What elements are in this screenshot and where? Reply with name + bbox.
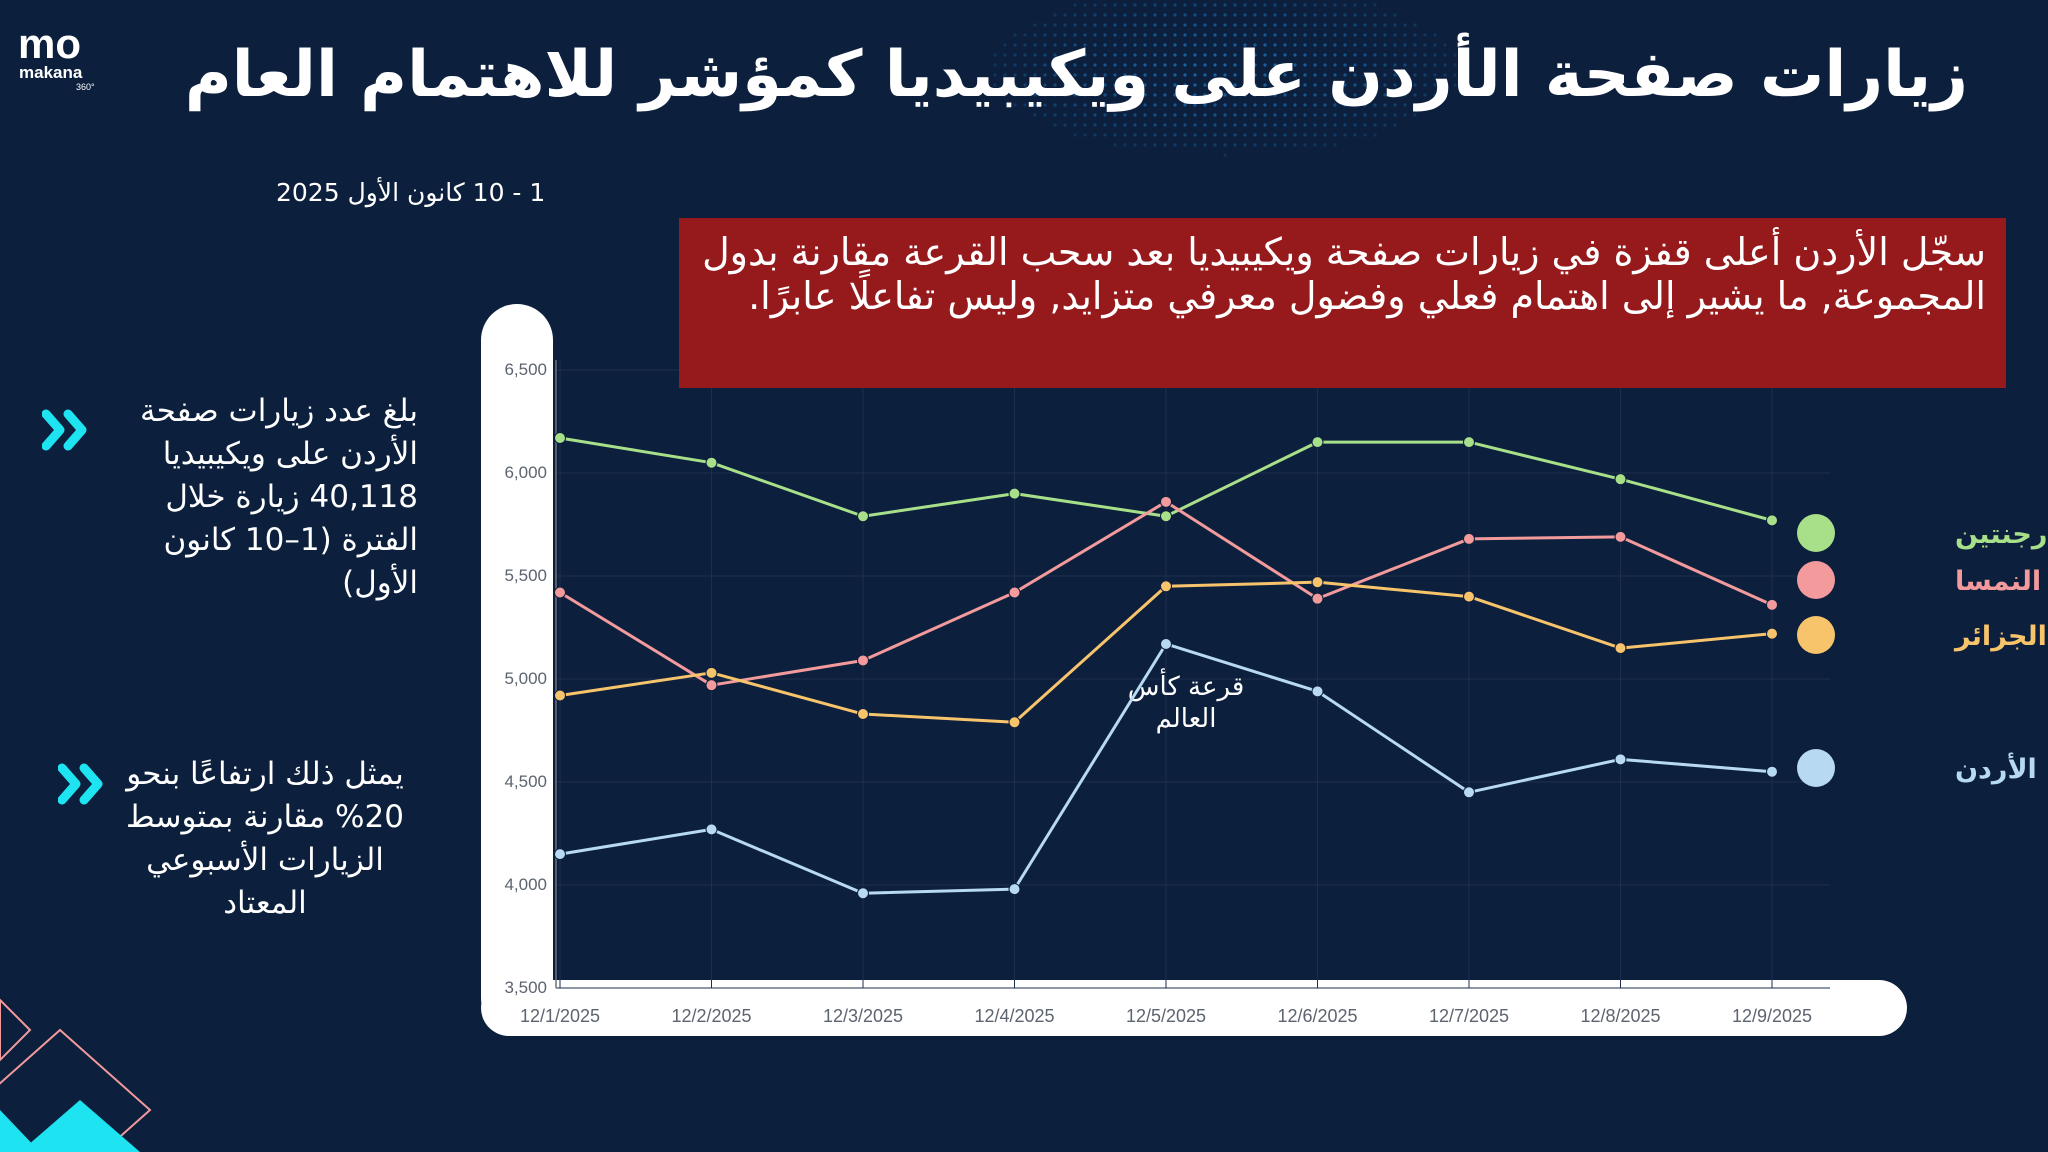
logo-mark-text: mo <box>18 20 81 67</box>
y-tick-label: 6,000 <box>504 463 547 482</box>
data-point <box>1160 637 1172 650</box>
page-title: زيارات صفحة الأردن على ويكيبيديا كمؤشر ل… <box>184 38 1969 112</box>
x-tick-label: 12/4/2025 <box>974 1006 1054 1026</box>
data-point <box>705 666 718 679</box>
data-point <box>554 586 566 599</box>
data-point <box>1311 685 1324 698</box>
data-point <box>1311 576 1324 589</box>
y-axis-panel <box>481 304 553 1034</box>
x-axis-panel <box>481 980 1907 1036</box>
x-tick-label: 12/7/2025 <box>1429 1006 1509 1026</box>
data-point <box>1160 495 1172 508</box>
stat-increase: يمثل ذلك ارتفاعًا بنحو 20% مقارنة بمتوسط… <box>126 756 404 921</box>
logo-mark-icon: mo makana 360° <box>18 20 95 92</box>
data-point <box>705 823 718 836</box>
callout-text: سجّل الأردن أعلى قفزة في زيارات صفحة ويك… <box>702 230 1986 318</box>
double-chevron-icon <box>42 409 87 451</box>
data-point <box>1614 473 1627 486</box>
data-point <box>1614 753 1627 766</box>
x-tick-label: 12/2/2025 <box>671 1006 751 1026</box>
annotation-line: العالم <box>1156 704 1217 734</box>
data-point <box>1463 786 1475 799</box>
data-point <box>857 510 869 523</box>
y-tick-label: 4,000 <box>504 875 547 894</box>
data-point <box>1311 436 1324 449</box>
data-point <box>1766 598 1778 611</box>
data-point <box>1160 580 1172 593</box>
double-chevron-icon <box>58 763 103 805</box>
data-point <box>1614 642 1627 655</box>
data-point <box>857 887 869 900</box>
makana-logo: mo makana 360° <box>18 20 108 92</box>
y-tick-label: 3,500 <box>504 978 547 997</box>
data-point <box>1008 487 1021 500</box>
legend-label: النمسا <box>1955 566 2041 597</box>
x-tick-label: 12/8/2025 <box>1580 1006 1660 1026</box>
y-tick-label: 6,500 <box>504 360 547 379</box>
y-tick-label: 5,500 <box>504 566 547 585</box>
x-tick-label: 12/3/2025 <box>823 1006 903 1026</box>
legend-swatch <box>1797 561 1835 599</box>
y-tick-label: 4,500 <box>504 772 547 791</box>
data-point <box>1008 716 1021 729</box>
x-tick-label: 12/6/2025 <box>1277 1006 1357 1026</box>
data-point <box>554 689 566 702</box>
stat-total-visits: بلغ عدد زيارات صفحة الأردن على ويكيبيديا… <box>140 393 418 601</box>
data-point <box>1463 590 1475 603</box>
legend-swatch <box>1797 514 1835 552</box>
data-point <box>554 848 566 861</box>
data-point <box>1008 586 1021 599</box>
data-point <box>857 708 869 721</box>
data-point <box>705 456 718 469</box>
data-point <box>554 431 566 444</box>
data-point <box>1463 532 1475 545</box>
data-point <box>1311 592 1324 605</box>
legend-swatch <box>1797 749 1835 787</box>
legend-label: الأرجنتين <box>1955 517 2048 550</box>
logo-name-text: makana <box>19 63 83 82</box>
data-point <box>1008 883 1021 896</box>
legend-label: الجزائر <box>1953 621 2047 652</box>
data-point <box>1160 510 1172 523</box>
data-point <box>1766 765 1778 778</box>
legend-swatch <box>1797 616 1835 654</box>
callout-box: سجّل الأردن أعلى قفزة في زيارات صفحة ويك… <box>679 218 2006 388</box>
data-point <box>1766 514 1778 527</box>
dot-pattern-decoration <box>993 3 1457 157</box>
legend-label: الأردن <box>1955 752 2037 785</box>
x-tick-label: 12/5/2025 <box>1126 1006 1206 1026</box>
data-point <box>1614 530 1627 543</box>
data-point <box>1766 627 1778 640</box>
data-point <box>1463 436 1475 449</box>
date-range: 1 - 10 كانون الأول 2025 <box>276 178 546 207</box>
y-tick-label: 5,000 <box>504 669 547 688</box>
annotation-line: قرعة كأس <box>1128 667 1245 702</box>
x-tick-label: 12/1/2025 <box>520 1006 600 1026</box>
data-point <box>705 679 718 692</box>
data-point <box>857 654 869 667</box>
x-tick-label: 12/9/2025 <box>1732 1006 1812 1026</box>
logo-badge-text: 360° <box>76 82 95 92</box>
corner-diamond-decoration <box>0 998 152 1152</box>
